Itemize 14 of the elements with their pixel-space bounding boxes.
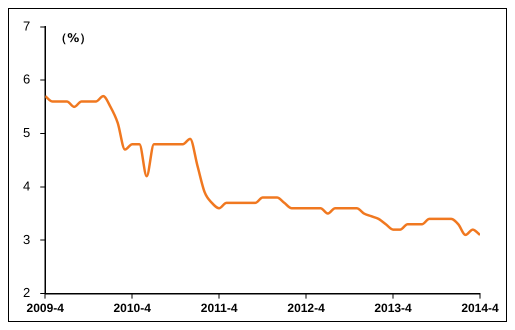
y-tick-label: 6	[22, 72, 30, 87]
x-tick-label: 2014-4	[461, 301, 500, 316]
x-tick-label: 2011-4	[200, 301, 238, 316]
y-tick-label: 5	[22, 125, 30, 140]
x-tick-label: 2013-4	[374, 301, 412, 316]
y-tick-label: 7	[22, 18, 30, 34]
y-tick-label: 2	[22, 285, 30, 300]
y-tick-label: 4	[22, 178, 30, 194]
x-tick-label: 2012-4	[287, 301, 326, 316]
x-tick-label: 2009-4	[26, 301, 64, 316]
line-series	[45, 94, 480, 236]
y-tick-label: 3	[22, 232, 30, 247]
annotation: （%）	[55, 30, 92, 45]
x-tick-label: 2010-4	[113, 301, 152, 316]
